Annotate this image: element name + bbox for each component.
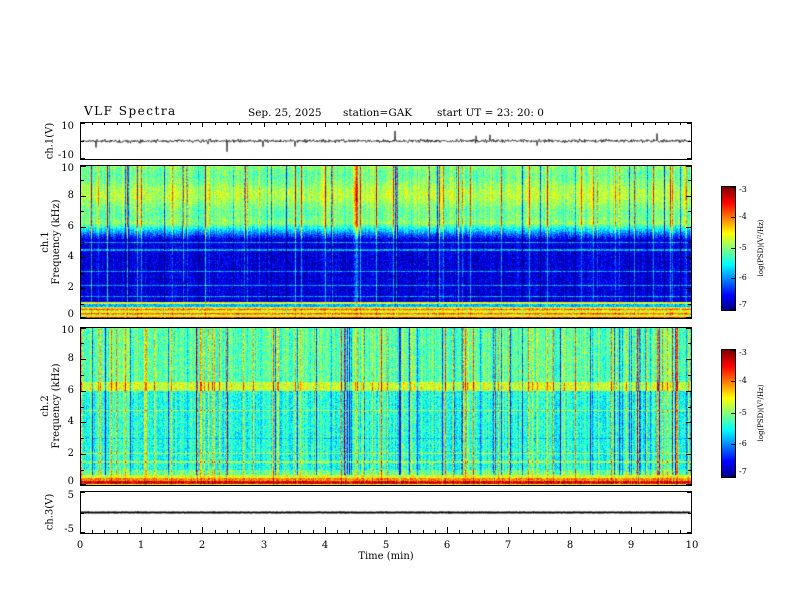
colorbar-ch1-label: log(PSD)(V²/Hz) [757, 219, 765, 277]
colorbar-ch2-canvas [722, 350, 735, 477]
x-tick-label: 9 [627, 540, 635, 551]
y-tick-label: 10 [61, 163, 74, 174]
ch3-waveform-canvas [81, 492, 691, 533]
y-tick-label: 0 [67, 309, 74, 320]
ch1-spectrogram-panel [80, 165, 692, 319]
colorbar-tick-label: -4 [739, 212, 747, 221]
colorbar-tick-label: -4 [739, 376, 747, 385]
colorbar-tick-label: -3 [739, 185, 747, 194]
colorbar-ch1-canvas [722, 187, 735, 310]
x-tick-label: 2 [198, 540, 206, 551]
x-tick-label: 1 [137, 540, 145, 551]
x-tick-label: 5 [382, 540, 390, 551]
colorbar-ch2-label: log(PSD)(V²/Hz) [757, 384, 765, 442]
x-tick-label: 10 [685, 540, 699, 551]
ch2-frequency-axis-label: ch.2 Frequency (kHz) [40, 363, 62, 448]
colorbar-tick-label: -5 [739, 408, 747, 417]
colorbar-tick-label: -3 [739, 348, 747, 357]
x-tick-label: 8 [566, 540, 574, 551]
ch2-axis-label-line2: Frequency (kHz) [51, 363, 62, 449]
ch2-spectrogram-panel [80, 327, 692, 486]
ch3-voltage-axis-label: ch.3(V) [44, 493, 56, 531]
figure-station: station=GAK [343, 107, 413, 119]
ch1-waveform-panel [80, 122, 692, 160]
y-tick-label: 2 [67, 448, 74, 459]
colorbar-ch2 [721, 349, 736, 478]
figure-title: VLF Spectra [84, 104, 177, 118]
ch1-axis-label-line2: Frequency (kHz) [51, 199, 62, 285]
x-tick-label: 4 [321, 540, 329, 551]
colorbar-ch1 [721, 186, 736, 311]
time-axis-label: Time (min) [358, 551, 414, 562]
x-tick-label: 7 [504, 540, 512, 551]
figure-date: Sep. 25, 2025 [248, 107, 322, 119]
y-tick-label: 8 [67, 353, 74, 364]
y-tick-label: 10 [61, 325, 74, 336]
y-tick-label: 0 [67, 476, 74, 487]
colorbar-tick-label: -6 [739, 273, 747, 282]
ch2-axis-label-line1: ch.2 [40, 395, 51, 417]
colorbar-tick-label: -5 [739, 243, 747, 252]
x-tick-label: 6 [443, 540, 451, 551]
x-tick-label: 3 [260, 540, 268, 551]
x-tick-label: 0 [76, 540, 84, 551]
ch1-voltage-axis-label: ch.1(V) [44, 122, 56, 160]
ch1-axis-label-line1: ch.1 [40, 231, 51, 253]
ch1-waveform-canvas [81, 123, 691, 159]
figure-start-ut: start UT = 23: 20: 0 [437, 107, 544, 119]
ch3-waveform-panel [80, 491, 692, 534]
ch1-frequency-axis-label: ch.1 Frequency (kHz) [40, 199, 62, 284]
ch1-spectrogram-canvas [81, 166, 691, 318]
colorbar-tick-label: -7 [739, 300, 747, 309]
colorbar-tick-label: -7 [739, 467, 747, 476]
ch2-spectrogram-canvas [81, 328, 691, 485]
colorbar-tick-label: -6 [739, 439, 747, 448]
